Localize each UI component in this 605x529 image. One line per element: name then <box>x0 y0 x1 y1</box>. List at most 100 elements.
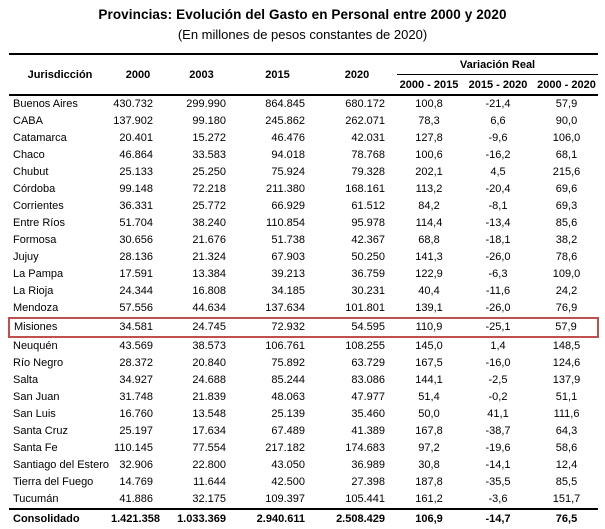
header-2003: 2003 <box>189 68 214 81</box>
value-cell: 168.161 <box>345 183 385 195</box>
value-cell: 20.840 <box>192 357 226 369</box>
value-cell: -20,4 <box>485 183 511 195</box>
jurisdiction-cell: Chaco <box>13 149 45 161</box>
value-cell: 111,6 <box>553 408 580 420</box>
jurisdiction-cell: Catamarca <box>13 132 67 144</box>
value-cell: -18,1 <box>485 234 511 246</box>
value-cell: 6,6 <box>490 115 506 127</box>
total-label: Consolidado <box>9 508 111 529</box>
table-footer: Consolidado 1.421.358 1.033.369 2.940.61… <box>9 508 599 529</box>
value-cell: 110.854 <box>266 217 305 229</box>
total-2003: 1.033.369 <box>165 508 238 529</box>
value-cell: 69,3 <box>555 200 578 212</box>
jurisdiction-cell: Chubut <box>13 166 49 178</box>
value-cell: 106,0 <box>552 132 581 144</box>
table-row: Chaco 46.864 33.583 94.018 78.768 100,6 -16,2 6… <box>9 147 598 164</box>
value-cell: 42.031 <box>351 132 385 144</box>
value-cell: 187,8 <box>415 476 443 488</box>
value-cell: 30.656 <box>119 234 153 246</box>
jurisdiction-cell: Neuquén <box>13 340 58 352</box>
value-cell: 58,6 <box>555 442 578 454</box>
value-cell: 66.929 <box>271 200 305 212</box>
value-cell: 24.344 <box>119 285 153 297</box>
jurisdiction-cell: Salta <box>13 374 39 386</box>
value-cell: -13,4 <box>485 217 511 229</box>
value-cell: 109.397 <box>265 493 305 505</box>
value-cell: 68,8 <box>418 234 440 246</box>
value-cell: 32.906 <box>119 459 153 471</box>
value-cell: 48.063 <box>271 391 305 403</box>
value-cell: 99.180 <box>192 115 226 127</box>
value-cell: 44.634 <box>192 302 226 314</box>
value-cell: 100,6 <box>415 149 443 161</box>
table-row: Buenos Aires 430.732 299.990 864.845 680.172… <box>9 95 598 113</box>
value-cell: 85,5 <box>555 476 578 488</box>
jurisdiction-cell: Córdoba <box>13 183 56 195</box>
value-cell: 13.384 <box>192 268 226 280</box>
value-cell: 1,4 <box>490 340 506 352</box>
value-cell: 217.182 <box>265 442 305 454</box>
jurisdiction-cell: Buenos Aires <box>13 98 78 110</box>
value-cell: 145,0 <box>415 340 443 352</box>
value-cell: 31.748 <box>119 391 153 403</box>
table-header: Jurisdicción 2000 2003 2015 2020 Variaci… <box>9 54 599 95</box>
table-row: La Pampa 17.591 13.384 39.213 36.759 122,9 -6,… <box>9 266 598 283</box>
value-cell: 42.367 <box>351 234 385 246</box>
value-cell: 144,1 <box>415 374 443 386</box>
table-row: Santa Cruz 25.197 17.634 67.489 41.389 167,8 -… <box>9 423 598 440</box>
value-cell: 77.554 <box>192 442 226 454</box>
value-cell: 21.839 <box>192 391 226 403</box>
value-cell: 139,1 <box>415 302 443 314</box>
value-cell: 78.768 <box>351 149 385 161</box>
value-cell: 161,2 <box>415 493 443 505</box>
value-cell: 41,1 <box>487 408 509 420</box>
value-cell: 51,4 <box>418 391 440 403</box>
header-var-2000-2015: 2000 - 2015 <box>399 78 459 91</box>
value-cell: 50.250 <box>351 251 385 263</box>
value-cell: 25.139 <box>271 408 305 420</box>
value-cell: 50,0 <box>418 408 440 420</box>
table-row: CABA 137.902 99.180 245.862 262.071 78,3 6,6 90… <box>9 113 598 130</box>
value-cell: 85.244 <box>271 374 305 386</box>
table-row: Mendoza 57.556 44.634 137.634 101.801 139,1 -2… <box>9 300 598 318</box>
value-cell: 25.197 <box>119 425 153 437</box>
jurisdiction-cell: San Luis <box>13 408 56 420</box>
jurisdiction-cell: Río Negro <box>13 357 64 369</box>
value-cell: 151,7 <box>552 493 581 505</box>
value-cell: 57.556 <box>119 302 153 314</box>
value-cell: -16,2 <box>485 149 511 161</box>
value-cell: 54.595 <box>317 317 397 338</box>
total-row: Consolidado 1.421.358 1.033.369 2.940.61… <box>9 508 599 529</box>
value-cell: 84,2 <box>418 200 440 212</box>
value-cell: 78,3 <box>418 115 440 127</box>
value-cell: 51,1 <box>555 391 578 403</box>
table-row: La Rioja 24.344 16.808 34.185 30.231 40,4 -11,… <box>9 283 598 300</box>
value-cell: -8,1 <box>488 200 508 212</box>
jurisdiction-cell: Formosa <box>13 234 57 246</box>
value-cell: 106.761 <box>265 340 305 352</box>
value-cell: 262.071 <box>345 115 385 127</box>
value-cell: -35,5 <box>485 476 511 488</box>
total-2020: 2.508.429 <box>317 508 397 529</box>
value-cell: 15.272 <box>192 132 226 144</box>
value-cell: 46.476 <box>271 132 305 144</box>
jurisdiction-cell: Corrientes <box>13 200 64 212</box>
value-cell: 90,0 <box>555 115 578 127</box>
value-cell: -25,1 <box>461 317 535 338</box>
jurisdiction-cell: La Rioja <box>13 285 54 297</box>
value-cell: 38.240 <box>192 217 226 229</box>
value-cell: 94.018 <box>271 149 305 161</box>
value-cell: 22.800 <box>192 459 226 471</box>
value-cell: 75.892 <box>271 357 305 369</box>
value-cell: 16.760 <box>119 408 153 420</box>
value-cell: 21.676 <box>192 234 226 246</box>
jurisdiction-cell: San Juan <box>13 391 60 403</box>
value-cell: -14,1 <box>485 459 511 471</box>
value-cell: -26,0 <box>485 251 511 263</box>
value-cell: 57,9 <box>555 98 578 110</box>
value-cell: 30.231 <box>351 285 385 297</box>
table-row: Tierra del Fuego 14.769 11.644 42.500 27.398… <box>9 474 598 491</box>
jurisdiction-cell: Tucumán <box>13 493 59 505</box>
value-cell: 79.328 <box>351 166 385 178</box>
